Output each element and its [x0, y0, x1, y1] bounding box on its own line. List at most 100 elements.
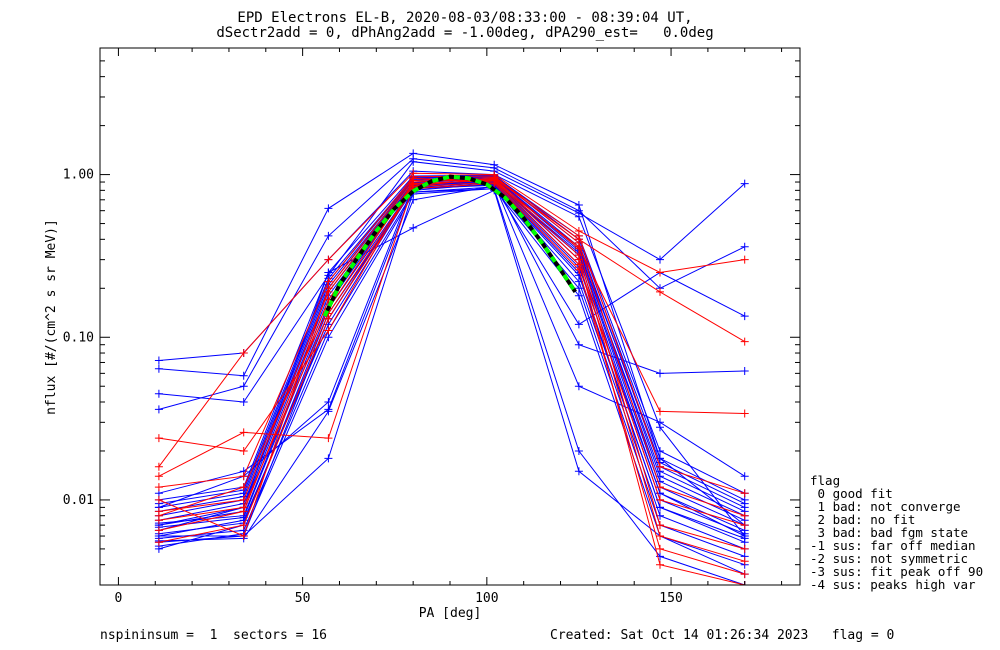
y-tick-label: 1.00 — [63, 168, 94, 183]
x-tick-label: 150 — [659, 591, 682, 606]
series-group — [154, 149, 749, 585]
data-point-marker — [740, 511, 749, 520]
series-line — [158, 181, 745, 521]
data-point-marker — [239, 521, 248, 530]
data-point-marker — [490, 163, 499, 172]
series-line — [158, 185, 745, 542]
data-point-marker — [239, 532, 248, 540]
data-point-marker — [574, 206, 583, 215]
data-point-marker — [324, 434, 333, 443]
data-point-marker — [574, 242, 583, 251]
data-point-marker — [574, 265, 583, 274]
data-point-marker — [574, 291, 583, 300]
data-point-marker — [154, 483, 163, 492]
series-line — [158, 183, 745, 575]
data-point-marker — [239, 495, 248, 504]
data-point-marker — [154, 356, 163, 365]
data-point-marker — [154, 434, 163, 443]
series-line — [158, 158, 745, 410]
data-point-marker — [239, 472, 248, 481]
data-point-marker — [154, 507, 163, 516]
data-point-marker — [324, 277, 333, 286]
series-line — [158, 184, 745, 550]
data-point-marker — [324, 255, 333, 264]
series-line — [158, 177, 745, 477]
data-point-marker — [740, 255, 749, 264]
data-point-marker — [656, 462, 664, 471]
data-point-marker — [656, 560, 664, 569]
data-point-marker — [740, 312, 749, 321]
series-line — [158, 183, 745, 550]
legend-item: 2 bad: no fit — [810, 512, 916, 527]
plot-frame — [99, 47, 801, 586]
data-point-marker — [656, 407, 664, 416]
series-line — [158, 188, 745, 585]
data-point-marker — [740, 489, 749, 498]
data-point-marker — [574, 251, 583, 260]
data-point-marker — [324, 454, 333, 463]
legend-item: 0 good fit — [810, 486, 893, 501]
data-point-marker — [324, 407, 333, 416]
data-point-marker — [656, 369, 664, 378]
series-line — [158, 175, 745, 517]
data-point-marker — [154, 472, 163, 481]
data-point-marker — [740, 337, 749, 346]
legend-title: flag — [810, 473, 841, 488]
data-point-marker — [409, 154, 418, 163]
data-point-marker — [239, 447, 248, 455]
fit-curve-shadow — [322, 174, 577, 317]
data-point-marker — [154, 364, 163, 373]
y-tick-label: 0.01 — [63, 493, 94, 508]
data-point-marker — [656, 268, 664, 277]
data-point-marker — [324, 268, 333, 277]
data-point-marker — [740, 557, 749, 566]
x-tick-label: 100 — [475, 591, 498, 606]
data-point-marker — [740, 532, 749, 540]
data-point-marker — [574, 320, 583, 329]
legend-item: 3 bad: bad fgm state — [810, 525, 969, 540]
data-point-marker — [656, 287, 664, 296]
data-point-marker — [656, 532, 664, 540]
data-point-marker — [740, 499, 749, 508]
data-point-marker — [324, 204, 333, 213]
axes-layer: 0 50 100 150 0.01 0.10 1.00 — [63, 47, 801, 606]
data-point-marker — [239, 503, 248, 512]
data-point-marker — [154, 405, 163, 414]
series-line — [158, 188, 745, 566]
x-axis-label: PA [deg] — [419, 606, 482, 621]
series-line — [158, 161, 746, 403]
data-point-marker — [574, 231, 583, 240]
data-point-marker — [574, 467, 583, 476]
x-tick-label: 0 — [115, 591, 123, 606]
data-point-marker — [324, 326, 333, 335]
data-point-marker — [656, 483, 664, 492]
data-point-marker — [324, 231, 333, 240]
data-point-marker — [740, 242, 749, 251]
data-point-marker — [574, 447, 583, 455]
data-point-marker — [740, 544, 749, 553]
data-point-marker — [239, 428, 248, 437]
data-point-marker — [239, 382, 248, 391]
data-point-marker — [740, 367, 749, 375]
data-point-marker — [740, 521, 749, 530]
footer-right: Created: Sat Oct 14 01:26:34 2023 flag =… — [550, 628, 895, 643]
series-line — [158, 181, 745, 508]
data-point-marker — [324, 333, 333, 342]
data-point-marker — [154, 389, 163, 398]
data-point-marker — [324, 287, 333, 296]
data-point-marker — [154, 462, 163, 471]
data-point-marker — [656, 544, 664, 553]
legend-item: -3 sus: fit peak off 90 — [810, 564, 984, 579]
legend-item: -1 sus: far off median — [810, 538, 976, 553]
data-point-marker — [409, 223, 418, 232]
y-tick-label: 0.10 — [63, 330, 94, 345]
legend-item: -4 sus: peaks high var — [810, 577, 976, 592]
data-point-marker — [490, 178, 499, 186]
chart-subtitle: dSectr2add = 0, dPhAng2add = -1.00deg, d… — [216, 25, 714, 41]
data-point-marker — [740, 472, 749, 481]
chart-title: EPD Electrons EL-B, 2020-08-03/08:33:00 … — [237, 10, 693, 26]
fit-curve — [322, 174, 577, 317]
legend-item: 1 bad: not converge — [810, 499, 961, 514]
data-point-marker — [574, 284, 583, 293]
